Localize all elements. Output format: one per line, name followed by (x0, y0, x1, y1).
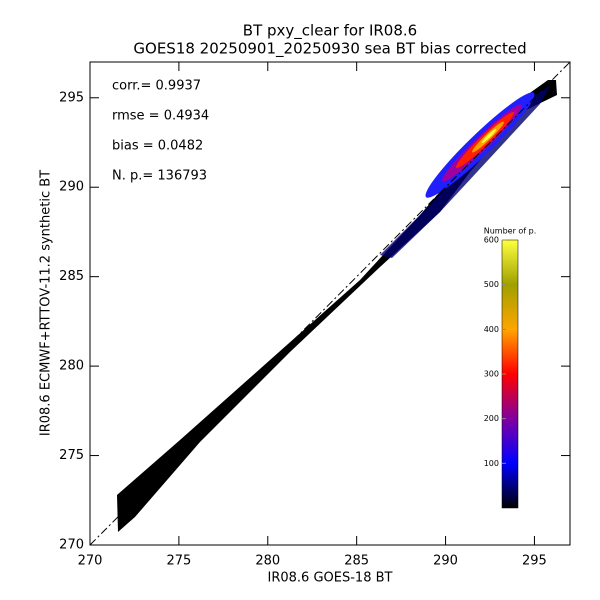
plot-frame (89, 61, 571, 546)
x-tick-label: 270 (78, 554, 103, 569)
chart-subtitle: GOES18 20250901_20250930 sea BT bias cor… (133, 40, 526, 59)
y-tick-label: 290 (59, 180, 84, 195)
colorbar-label: Number of p. (484, 227, 537, 236)
x-tick-label: 280 (255, 554, 280, 569)
one-to-one-line (89, 61, 571, 546)
x-axis-label: IR08.6 GOES-18 BT (268, 571, 393, 586)
colorbar-tick-label: 500 (484, 280, 499, 289)
x-tick-label: 295 (522, 554, 547, 569)
colorbar-tick-label: 200 (484, 414, 499, 423)
colorbar-tick-label: 300 (484, 370, 499, 379)
annotation: N. p.= 136793 (112, 169, 207, 184)
colorbar-tick-label: 100 (484, 459, 499, 468)
density-cloud (117, 80, 557, 532)
x-tick-label: 290 (433, 554, 458, 569)
annotation: corr.= 0.9937 (112, 79, 201, 94)
y-tick-label: 295 (59, 90, 84, 105)
x-tick-label: 285 (344, 554, 369, 569)
y-tick-label: 285 (59, 269, 84, 284)
y-tick-label: 270 (59, 538, 84, 553)
annotation: bias = 0.0482 (112, 139, 203, 154)
y-tick-label: 275 (59, 448, 84, 463)
colorbar-tick-label: 400 (484, 325, 499, 334)
x-tick-label: 275 (166, 554, 191, 569)
colorbar-tick-label: 600 (484, 236, 499, 245)
y-axis-label: IR08.6 ECMWF+RTTOV-11.2 synthetic BT (39, 170, 54, 436)
y-tick-label: 280 (59, 359, 84, 374)
chart-title: BT pxy_clear for IR08.6 (243, 22, 417, 41)
annotation: rmse = 0.4934 (112, 109, 209, 124)
